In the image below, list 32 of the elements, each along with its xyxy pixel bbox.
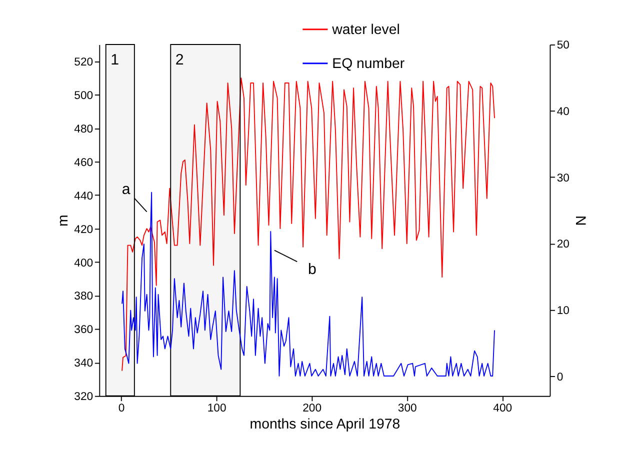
line-series	[122, 77, 495, 372]
y2-tick-label: 30	[556, 172, 570, 184]
x-tick-label: 400	[493, 402, 512, 414]
band-label: 1	[110, 51, 119, 68]
x-tick-label: 100	[207, 402, 226, 414]
y-tick-label: 420	[74, 224, 94, 236]
y-axis-title: m	[56, 214, 72, 227]
y2-tick-label: 40	[556, 106, 570, 118]
y-tick-label: 480	[74, 123, 94, 136]
y2-tick-label: 10	[556, 304, 570, 317]
y-tick-label: 360	[74, 324, 94, 336]
x-tick-label: 0	[118, 402, 125, 414]
band-label: 2	[175, 51, 184, 68]
y-tick-label: 380	[74, 290, 94, 303]
y-tick-label: 320	[74, 391, 94, 404]
y2-tick-label: 20	[556, 238, 570, 251]
y-tick-label: 500	[74, 90, 94, 102]
legend-label: water level	[331, 22, 400, 38]
y2-tick-label: 50	[556, 40, 570, 52]
y-tick-label: 520	[74, 56, 94, 68]
y-tick-label: 460	[74, 156, 94, 169]
y2-tick-label: 0	[556, 371, 564, 384]
y-tick-label: 440	[74, 190, 94, 202]
annotation: a	[122, 180, 131, 198]
y2-axis-title: N	[572, 216, 588, 226]
x-tick-label: 300	[398, 402, 417, 414]
x-axis-title: months since April 1978	[250, 416, 400, 432]
annotation: b	[308, 260, 316, 278]
x-tick-label: 200	[302, 402, 322, 414]
legend-label: EQ number	[332, 56, 405, 72]
y-tick-label: 340	[74, 358, 94, 370]
y-tick-label: 400	[74, 257, 94, 270]
